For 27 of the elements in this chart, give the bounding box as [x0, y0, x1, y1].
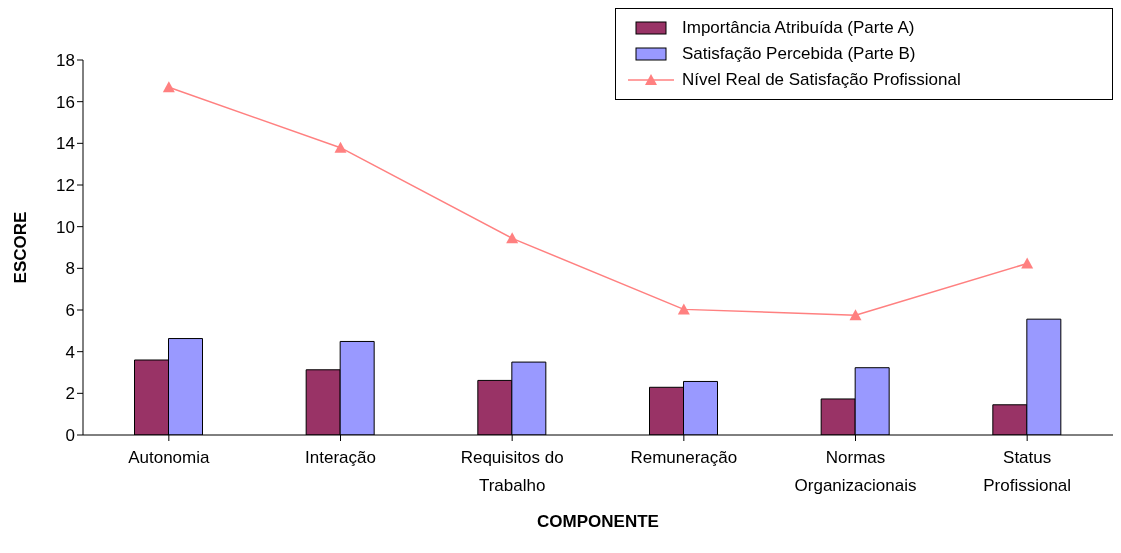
- y-tick-label: 8: [65, 259, 75, 279]
- y-tick-label: 12: [56, 176, 75, 196]
- y-tick-label: 0: [65, 426, 75, 446]
- x-tick-label: Interação: [305, 448, 376, 467]
- x-tick-label: Autonomia: [128, 448, 211, 467]
- x-tick-label: Normas Organizacionais: [794, 448, 917, 495]
- point: [677, 303, 690, 315]
- y-tick-label: 16: [56, 92, 75, 112]
- y-tick-label: 10: [56, 217, 75, 237]
- y-axis-title: ESCORE: [11, 211, 31, 284]
- point: [1021, 257, 1034, 269]
- x-tick-label: Remuneração: [630, 448, 738, 467]
- legend-label: Nível Real de Satisfação Profissional: [682, 69, 961, 91]
- y-tick-label: 6: [65, 301, 75, 321]
- x-tick-label: Status Profissional: [983, 448, 1072, 495]
- legend-label: Importância Atribuída (Parte A): [682, 17, 915, 39]
- point: [506, 232, 519, 244]
- legend-label: Satisfação Percebida (Parte B): [682, 43, 916, 65]
- point: [849, 309, 862, 321]
- y-tick-label: 2: [65, 384, 75, 404]
- point: [334, 141, 347, 153]
- x-axis-title: COMPONENTE: [537, 512, 659, 531]
- y-tick-label: 18: [56, 51, 75, 71]
- y-tick-label: 4: [65, 342, 75, 362]
- x-tick-label: Requisitos do Trabalho: [460, 448, 564, 495]
- y-tick-label: 14: [56, 134, 75, 154]
- point: [162, 81, 175, 93]
